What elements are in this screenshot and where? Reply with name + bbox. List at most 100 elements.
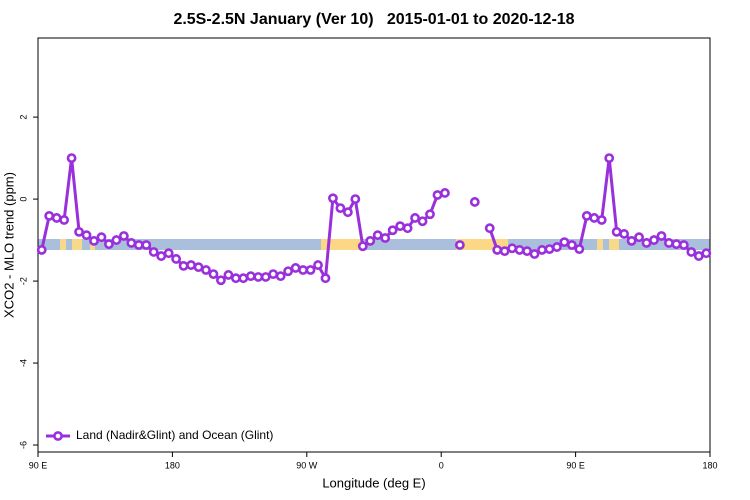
plot-frame xyxy=(37,37,711,453)
data-point xyxy=(425,209,435,220)
data-point xyxy=(604,153,615,164)
data-point xyxy=(238,273,249,284)
data-point xyxy=(313,260,323,270)
legend-label: Land (Nadir&Glint) and Ocean (Glint) xyxy=(76,428,273,442)
data-point xyxy=(678,240,689,250)
legend-marker xyxy=(53,431,63,441)
data-point xyxy=(574,244,585,254)
data-point xyxy=(350,194,361,204)
data-point xyxy=(365,236,376,246)
data-point xyxy=(701,248,712,259)
data-point xyxy=(148,247,159,257)
data-point xyxy=(111,235,122,245)
y-tick-label: 0 xyxy=(18,197,28,202)
data-point xyxy=(537,245,547,255)
data-point xyxy=(402,223,413,234)
data-point xyxy=(507,243,518,254)
y-tick-label: -6 xyxy=(18,441,28,449)
data-point xyxy=(440,188,450,198)
data-point xyxy=(410,213,420,223)
data-point xyxy=(320,273,331,284)
data-point xyxy=(596,215,607,225)
data-point xyxy=(566,240,577,250)
ocean-band xyxy=(38,239,710,250)
land-band xyxy=(321,239,361,250)
data-point xyxy=(417,216,428,227)
data-point xyxy=(163,248,174,259)
data-point xyxy=(201,265,211,275)
data-point xyxy=(656,231,667,241)
data-point xyxy=(89,236,99,246)
y-tick-label: -2 xyxy=(18,277,28,285)
data-point xyxy=(335,203,346,214)
data-point xyxy=(118,231,129,241)
data-point xyxy=(559,237,570,248)
data-point xyxy=(66,153,77,164)
x-tick-label: 90 E xyxy=(29,460,48,470)
x-tick-label: 180 xyxy=(165,460,180,470)
data-point xyxy=(81,230,92,241)
series-line xyxy=(40,157,707,284)
data-point xyxy=(171,254,182,264)
chart-title: 2.5S-2.5N January (Ver 10) 2015-01-01 to… xyxy=(173,11,574,28)
data-point xyxy=(268,269,279,280)
data-point xyxy=(581,210,592,221)
data-point xyxy=(36,245,47,255)
data-point xyxy=(305,265,316,275)
land-band xyxy=(72,239,82,250)
data-point xyxy=(253,272,264,282)
data-point xyxy=(141,240,152,250)
data-point xyxy=(342,207,353,218)
data-point xyxy=(529,249,540,259)
x-tick-label: 180 xyxy=(702,460,717,470)
data-point xyxy=(216,275,226,286)
data-point xyxy=(664,238,674,248)
data-point xyxy=(395,221,406,232)
data-point xyxy=(544,244,555,254)
legend-item: Land (Nadir&Glint) and Ocean (Glint) xyxy=(46,428,273,442)
data-point xyxy=(641,238,652,248)
data-point xyxy=(492,245,503,255)
data-point xyxy=(634,232,644,243)
land-band xyxy=(60,239,66,250)
data-point xyxy=(104,239,114,250)
data-point xyxy=(611,226,622,237)
land-band xyxy=(456,239,508,250)
data-point xyxy=(372,230,383,241)
data-point xyxy=(245,271,256,282)
data-point xyxy=(275,271,286,282)
data-point xyxy=(484,223,495,234)
data-point xyxy=(693,251,704,261)
data-point xyxy=(260,272,271,282)
land-band xyxy=(609,239,619,250)
data-point xyxy=(626,236,637,246)
data-point xyxy=(156,251,167,261)
data-point xyxy=(589,213,600,223)
data-point xyxy=(283,266,294,277)
data-point xyxy=(552,242,562,252)
data-point xyxy=(328,193,338,204)
data-point xyxy=(133,240,144,250)
data-point xyxy=(357,241,368,252)
x-axis-label: Longitude (deg E) xyxy=(322,475,425,490)
data-point xyxy=(454,240,465,250)
data-point xyxy=(514,245,525,255)
data-point xyxy=(51,213,62,223)
data-point xyxy=(126,238,137,248)
data-point xyxy=(290,263,301,273)
y-tick-label: -4 xyxy=(18,359,28,367)
data-point xyxy=(193,262,204,273)
data-point xyxy=(619,229,630,239)
y-tick-label: 2 xyxy=(18,115,28,120)
data-point xyxy=(223,270,234,280)
data-point xyxy=(298,265,308,275)
data-point xyxy=(499,246,510,257)
data-point xyxy=(469,197,480,207)
data-point xyxy=(432,190,443,200)
data-point xyxy=(59,215,70,225)
data-point xyxy=(208,269,219,280)
data-point xyxy=(96,232,107,243)
data-point xyxy=(522,246,532,257)
data-point xyxy=(74,226,84,237)
